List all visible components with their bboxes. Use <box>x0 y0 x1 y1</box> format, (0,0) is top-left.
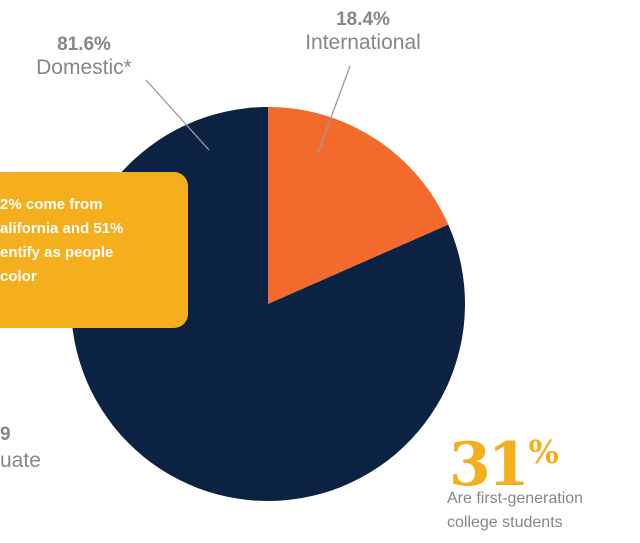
callout-text: 2% come from alifornia and 51% entify as… <box>0 196 124 285</box>
first-gen-number: 31 <box>449 430 529 500</box>
graduate-stat-label: uate <box>0 449 41 472</box>
slice-label-domestic: 81.6% Domestic* <box>22 34 146 80</box>
slice-percent-domestic: 81.6% <box>57 34 111 55</box>
slice-name-domestic: Domestic* <box>36 56 132 79</box>
leader-line-domestic <box>145 79 210 151</box>
callout-box <box>0 172 188 328</box>
first-gen-stat: 31% <box>449 422 559 510</box>
first-gen-description: Are first-generation college students <box>447 490 584 531</box>
pie-slice-international <box>268 107 449 304</box>
slice-name-international: International <box>305 31 421 54</box>
leader-line-international <box>317 65 351 154</box>
slice-percent-international: 18.4% <box>336 9 390 30</box>
first-gen-percent-symbol: % <box>528 433 559 471</box>
slice-label-international: 18.4% International <box>290 9 436 55</box>
graduate-stat-number: 9 <box>0 424 11 445</box>
